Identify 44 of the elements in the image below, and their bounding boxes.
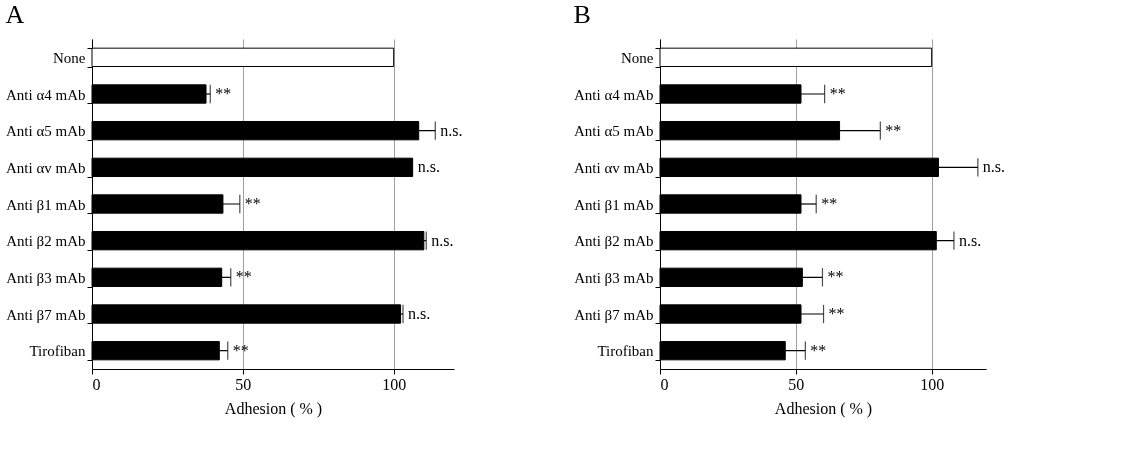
y-tick-label: None xyxy=(621,49,654,66)
annotation: n.s. xyxy=(417,158,440,176)
y-tick-label: Anti β2 mAb xyxy=(6,233,86,250)
y-tick-label: Tirofiban xyxy=(597,343,654,360)
y-tick-label: Anti β2 mAb xyxy=(574,233,654,250)
y-tick-label: Anti β7 mAb xyxy=(6,306,86,323)
annotation: ** xyxy=(827,268,844,286)
annotation: n.s. xyxy=(431,231,454,249)
annotation: ** xyxy=(885,121,902,139)
y-tick-label: Anti β3 mAb xyxy=(574,269,654,286)
annotation: ** xyxy=(244,195,261,212)
x-tick-label: 100 xyxy=(382,375,407,393)
x-axis-title: Adhesion ( % ) xyxy=(774,399,873,418)
y-tick-label: Anti α5 mAb xyxy=(5,123,86,140)
x-tick-label: 100 xyxy=(920,375,945,393)
annotation: ** xyxy=(215,85,232,102)
chart-title: B xyxy=(573,0,591,29)
x-tick-label: 0 xyxy=(92,375,101,393)
annotation: n.s. xyxy=(408,305,431,322)
annotation: n.s. xyxy=(440,121,463,139)
y-tick-label: Anti β1 mAb xyxy=(574,196,654,213)
y-tick-label: Anti α4 mAb xyxy=(573,86,654,103)
y-tick-label: Anti α4 mAb xyxy=(5,86,86,103)
y-tick-label: Anti α5 mAb xyxy=(573,123,654,140)
x-axis-title: Adhesion ( % ) xyxy=(224,399,323,418)
annotation: ** xyxy=(232,341,249,359)
annotation: ** xyxy=(821,195,838,212)
x-tick-label: 50 xyxy=(235,375,252,393)
x-tick-label: 0 xyxy=(660,375,669,393)
annotation: n.s. xyxy=(958,231,982,249)
annotation: ** xyxy=(829,85,846,102)
y-tick-label: Tirofiban xyxy=(29,343,86,360)
y-tick-label: None xyxy=(53,49,86,66)
annotation: ** xyxy=(235,268,252,286)
annotation: ** xyxy=(810,341,827,359)
y-tick-label: Anti αv mAb xyxy=(573,159,654,176)
x-tick-label: 50 xyxy=(788,375,805,393)
y-tick-label: Anti β3 mAb xyxy=(6,269,86,286)
annotation: n.s. xyxy=(982,158,1006,176)
chart-title: A xyxy=(5,0,25,29)
y-tick-label: Anti β7 mAb xyxy=(574,306,654,323)
y-tick-label: Anti β1 mAb xyxy=(6,196,86,213)
annotation: ** xyxy=(828,305,845,322)
y-tick-label: Anti αv mAb xyxy=(5,159,86,176)
